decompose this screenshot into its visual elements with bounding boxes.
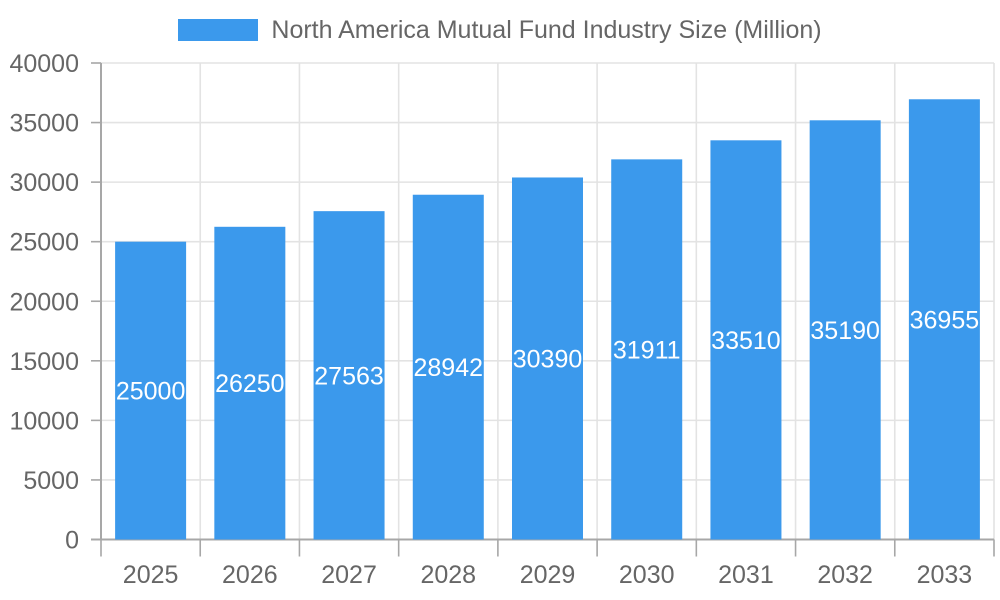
bar-value-label-2025: 25000 [116,378,186,406]
legend-label: North America Mutual Fund Industry Size … [271,16,822,44]
bar-2027[interactable] [313,211,385,540]
y-tick-label-20000: 20000 [9,288,79,316]
y-tick-label-35000: 35000 [9,110,79,138]
bar-2031[interactable] [710,140,782,540]
bar-2033[interactable] [908,99,980,540]
x-tick-label-2031: 2031 [718,561,774,589]
bar-2026[interactable] [214,226,286,540]
bar-value-label-2032: 35190 [810,317,880,345]
bar-2028[interactable] [412,194,484,540]
bar-value-label-2030: 31911 [613,336,681,364]
y-tick-label-0: 0 [65,527,79,555]
bar-value-label-2027: 27563 [314,362,384,390]
bar-value-label-2029: 30390 [513,345,583,373]
y-tick-label-30000: 30000 [9,169,79,197]
x-tick-label-2028: 2028 [420,561,476,589]
bar-2032[interactable] [809,120,881,540]
legend-item[interactable]: North America Mutual Fund Industry Size … [0,16,1000,44]
bar-value-label-2028: 28942 [414,354,484,382]
y-tick-label-5000: 5000 [23,467,79,495]
y-tick-label-10000: 10000 [9,407,79,435]
bar-2025[interactable] [115,241,187,540]
x-tick-label-2032: 2032 [817,561,873,589]
y-tick-label-40000: 40000 [9,50,79,78]
bar-value-label-2033: 36955 [910,306,980,334]
x-tick-label-2025: 2025 [123,561,179,589]
x-tick-label-2030: 2030 [619,561,675,589]
bar-value-label-2026: 26250 [215,370,285,398]
y-tick-label-15000: 15000 [9,348,79,376]
bar-2030[interactable] [611,159,683,540]
y-tick-label-25000: 25000 [9,229,79,257]
bar-2029[interactable] [512,177,583,540]
legend-swatch [178,19,259,41]
x-tick-label-2033: 2033 [917,561,973,589]
x-tick-label-2027: 2027 [321,561,377,589]
bar-value-label-2031: 33510 [711,327,781,355]
x-tick-label-2026: 2026 [222,561,278,589]
x-tick-label-2029: 2029 [520,561,576,589]
